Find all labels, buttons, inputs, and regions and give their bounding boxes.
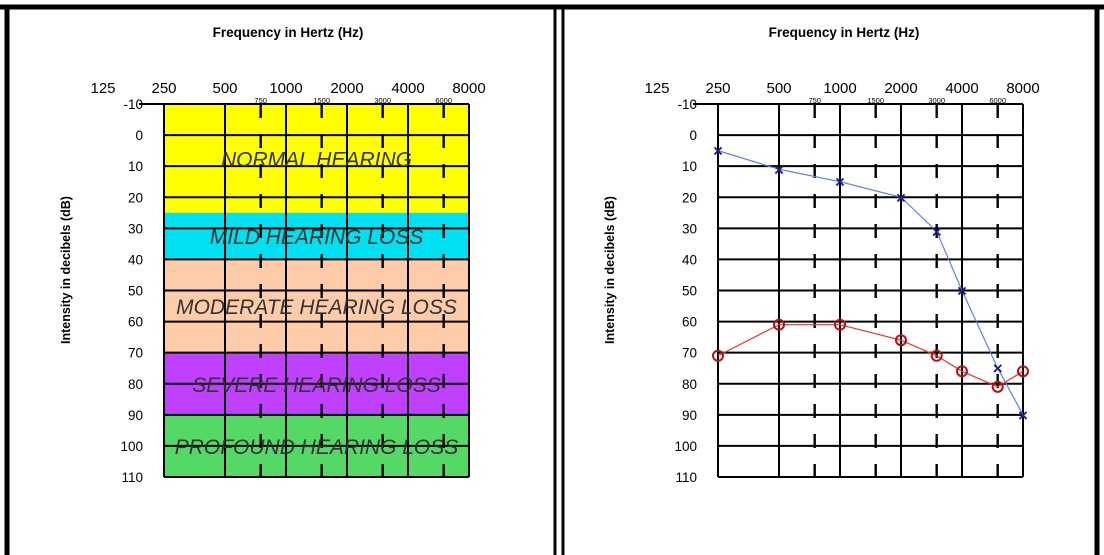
x-marker: × <box>932 222 942 241</box>
x-minor-tick-label: 6000 <box>435 96 452 105</box>
y-tick-label: 60 <box>682 315 697 330</box>
y-tick-label: -10 <box>123 97 143 112</box>
hearing-band-label: MILD HEARING LOSS <box>210 226 424 249</box>
x-tick-label: 4000 <box>945 80 978 97</box>
y-tick-label: 70 <box>128 346 143 361</box>
o-marker <box>773 318 785 331</box>
y-tick-label: 60 <box>128 315 143 330</box>
hearing-band-label: PROFOUND HEARING LOSS <box>175 436 459 459</box>
y-tick-label: 30 <box>128 221 143 236</box>
o-marker <box>895 334 907 347</box>
o-marker <box>930 349 943 362</box>
o-series-line <box>717 324 1024 388</box>
x-tick-label: 250 <box>151 80 176 97</box>
x-marker: × <box>1018 406 1028 425</box>
y-tick-label: 20 <box>128 190 143 205</box>
y-tick-label: 40 <box>682 252 697 267</box>
x-tick-label: 500 <box>766 80 791 97</box>
x-marker: × <box>774 160 784 179</box>
x-minor-tick-label: 750 <box>254 96 267 105</box>
y-tick-label: 0 <box>689 128 697 143</box>
hearing-band <box>164 259 469 353</box>
hearing-band-label: MODERATE HEARING LOSS <box>176 296 457 319</box>
x-minor-tick-label: 750 <box>808 96 821 105</box>
x-minor-tick-label: 6000 <box>989 96 1006 105</box>
x-series-line <box>717 150 1024 416</box>
o-marker <box>956 365 968 378</box>
y-tick-label: -10 <box>677 97 697 112</box>
y-tick-label: 0 <box>135 128 143 143</box>
x-tick-label: 1000 <box>823 80 856 97</box>
y-tick-label: 110 <box>675 470 697 485</box>
x-marker: × <box>896 188 906 207</box>
right-chart-title: Frequency in Hertz (Hz) <box>769 25 920 40</box>
x-minor-tick-label: 1500 <box>313 96 330 105</box>
y-tick-label: 70 <box>682 346 697 361</box>
y-tick-label: 50 <box>128 284 143 299</box>
left-y-axis-label: Intensity in decibels (dB) <box>59 196 73 344</box>
audiogram-chart: Frequency in Hertz (Hz) Intensity in dec… <box>603 25 1040 485</box>
y-tick-label: 50 <box>682 284 697 299</box>
x-tick-label: 4000 <box>391 80 424 97</box>
y-tick-label: 110 <box>121 470 143 485</box>
x-tick-label: 2000 <box>330 80 363 97</box>
y-tick-label: 90 <box>682 408 697 423</box>
hearing-band-label: NORMAL HEARING <box>221 148 412 171</box>
x-marker: × <box>713 142 723 161</box>
y-tick-label: 30 <box>682 221 697 236</box>
o-marker <box>991 380 1004 393</box>
y-tick-label: 80 <box>682 377 697 392</box>
right-x-ticks: 125 250 500 1000 2000 4000 8000 750 1500 3000 6000 <box>644 80 1039 105</box>
x-tick-label: 2000 <box>884 80 917 97</box>
y-tick-label: 10 <box>128 159 143 174</box>
x-marker: × <box>993 359 1003 378</box>
x-tick-label: 125 <box>90 80 115 97</box>
y-tick-label: 10 <box>682 159 697 174</box>
left-chart-title: Frequency in Hertz (Hz) <box>213 25 364 40</box>
x-tick-label: 125 <box>644 80 669 97</box>
y-tick-label: 20 <box>682 190 697 205</box>
x-tick-label: 500 <box>212 80 237 97</box>
right-y-ticks: -10 0 10 20 30 40 50 60 70 80 90 100 110 <box>674 97 697 485</box>
left-x-ticks: 125 250 500 1000 2000 4000 8000 750 1500 3000 6000 <box>90 80 485 105</box>
hearing-band-label: SEVERE HEARING LOSS <box>192 374 441 397</box>
y-tick-label: 90 <box>128 408 143 423</box>
audiogram-series: × × × × × × × × <box>712 142 1029 425</box>
right-y-axis-label: Intensity in decibels (dB) <box>603 196 617 344</box>
y-tick-label: 80 <box>128 377 143 392</box>
x-minor-tick-label: 3000 <box>374 96 391 105</box>
x-marker: × <box>835 173 845 192</box>
left-y-ticks: -10 0 10 20 30 40 50 60 70 80 90 100 110 <box>120 97 143 485</box>
y-tick-label: 40 <box>128 252 143 267</box>
o-marker <box>712 349 724 362</box>
o-marker <box>1017 365 1029 378</box>
y-tick-label: 100 <box>674 439 697 454</box>
x-marker: × <box>957 282 967 301</box>
hearing-band <box>164 104 469 213</box>
right-grid <box>693 103 1024 478</box>
hearing-loss-ranges-chart: NORMAL HEARING MILD HEARING LOSS MODERATE … <box>59 25 486 485</box>
x-minor-tick-label: 3000 <box>928 96 945 105</box>
x-tick-label: 1000 <box>269 80 302 97</box>
x-tick-label: 8000 <box>452 80 485 97</box>
hearing-band-labels: NORMAL HEARING MILD HEARING LOSS MODERATE … <box>175 148 459 459</box>
left-grid <box>139 103 470 478</box>
x-tick-label: 8000 <box>1006 80 1039 97</box>
x-tick-label: 250 <box>705 80 730 97</box>
o-marker <box>834 318 846 331</box>
y-tick-label: 100 <box>120 439 143 454</box>
hearing-band <box>164 212 469 260</box>
x-minor-tick-label: 1500 <box>867 96 884 105</box>
